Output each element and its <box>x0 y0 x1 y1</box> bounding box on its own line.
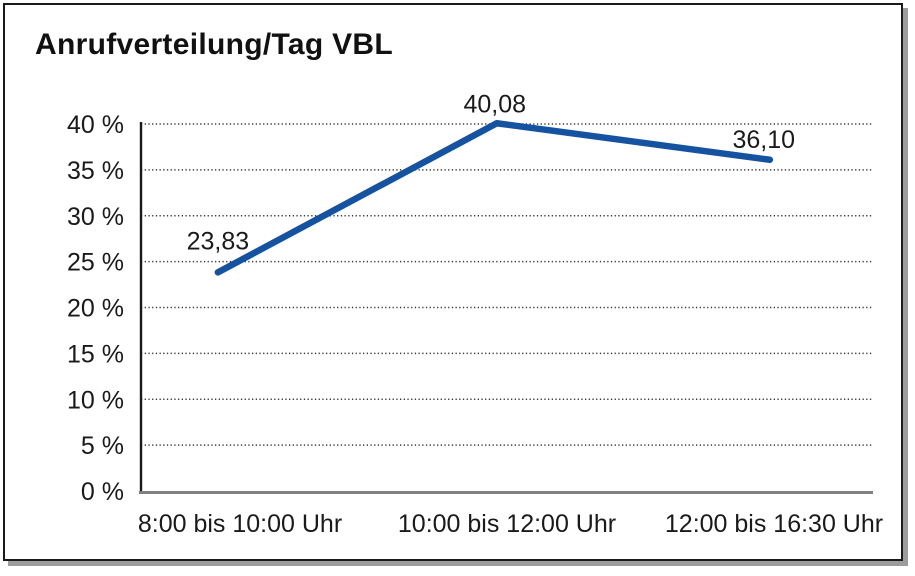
chart-frame <box>3 3 903 561</box>
series-line <box>214 120 774 276</box>
y-tick-label: 40 % <box>67 111 124 139</box>
y-tick-label: 15 % <box>67 340 124 368</box>
x-tick-label: 10:00 bis 12:00 Uhr <box>398 510 616 538</box>
y-tick-label: 5 % <box>81 432 124 460</box>
y-tick-label: 25 % <box>67 249 124 277</box>
y-tick-label: 35 % <box>67 157 124 185</box>
data-point-label: 23,83 <box>187 227 250 255</box>
data-point-label: 36,10 <box>733 126 796 154</box>
y-tick-label: 10 % <box>67 386 124 414</box>
chart-title: Anrufverteilung/Tag VBL <box>35 28 394 61</box>
x-tick-label: 12:00 bis 16:30 Uhr <box>665 510 883 538</box>
y-tick-label: 30 % <box>67 203 124 231</box>
y-tick-label: 0 % <box>81 478 124 506</box>
x-tick-label: 8:00 bis 10:00 Uhr <box>138 510 342 538</box>
data-point-label: 40,08 <box>463 90 526 118</box>
y-tick-label: 20 % <box>67 295 124 323</box>
